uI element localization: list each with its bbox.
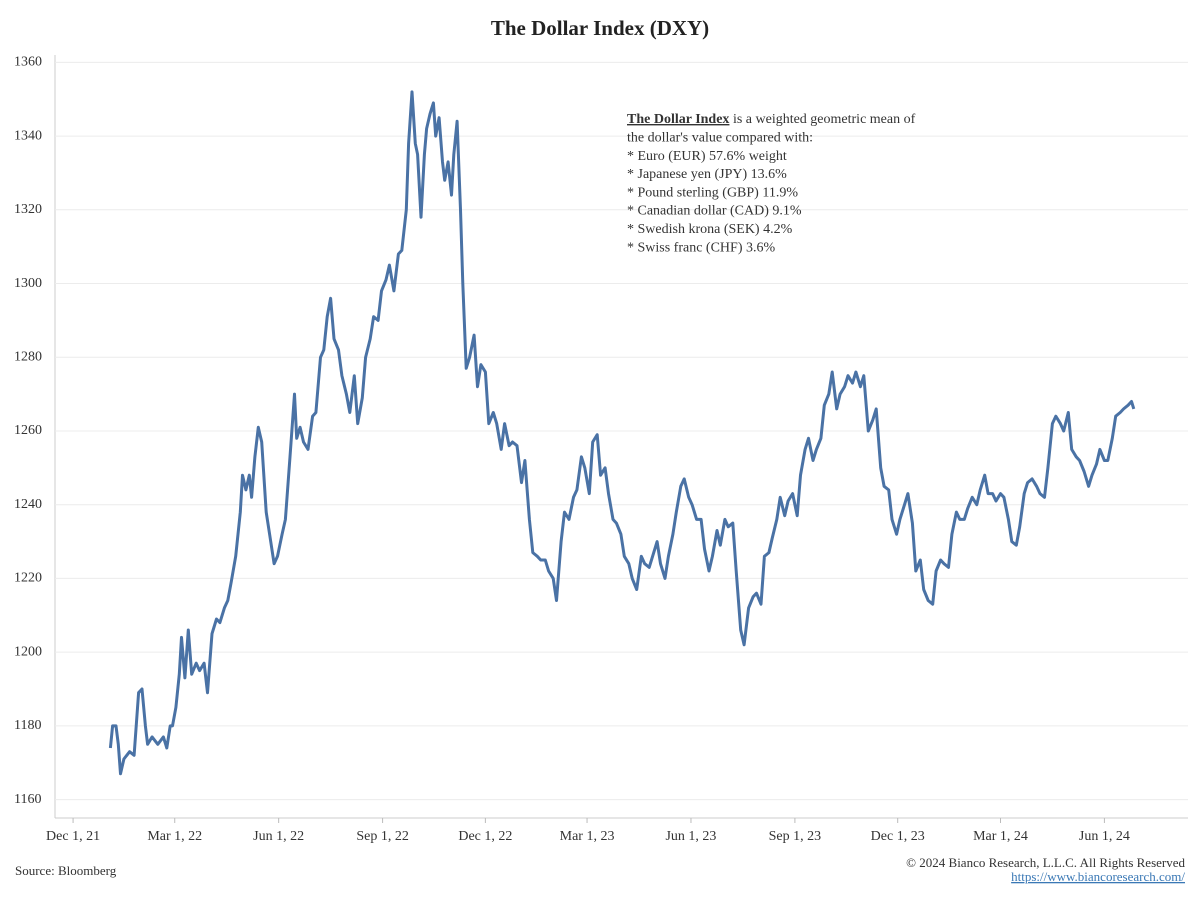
x-tick-label: Jun 1, 24 <box>1079 829 1130 844</box>
y-tick-label: 1160 <box>14 792 41 807</box>
annotation-line: * Swedish krona (SEK) 4.2% <box>627 222 793 237</box>
y-tick-label: 1280 <box>14 349 42 364</box>
y-tick-label: 1240 <box>14 497 42 512</box>
url-link[interactable]: https://www.biancoresearch.com/ <box>1011 869 1185 884</box>
y-tick-label: 1300 <box>14 276 42 291</box>
annotation-line: the dollar's value compared with: <box>627 131 813 146</box>
x-tick-label: Mar 1, 22 <box>147 829 202 844</box>
chart-title: The Dollar Index (DXY) <box>491 16 709 40</box>
annotation-line: * Canadian dollar (CAD) 9.1% <box>627 204 802 219</box>
x-tick-label: Mar 1, 24 <box>973 829 1028 844</box>
y-tick-label: 1200 <box>14 644 42 659</box>
annotation-line: * Swiss franc (CHF) 3.6% <box>627 240 775 255</box>
y-tick-label: 1260 <box>14 423 42 438</box>
x-tick-label: Dec 1, 23 <box>871 829 925 844</box>
x-tick-label: Dec 1, 22 <box>458 829 512 844</box>
x-tick-label: Jun 1, 22 <box>253 829 304 844</box>
copyright: © 2024 Bianco Research, L.L.C. All Right… <box>906 855 1185 870</box>
data-line <box>108 90 1136 776</box>
annotation-title: The Dollar Index <box>627 112 729 127</box>
source: Source: Bloomberg <box>15 863 117 878</box>
annotation-line: * Euro (EUR) 57.6% weight <box>627 149 787 164</box>
x-tick-label: Sep 1, 23 <box>769 829 822 844</box>
annotation-text: is a weighted geometric mean of <box>729 112 915 127</box>
x-tick-label: Sep 1, 22 <box>356 829 409 844</box>
y-tick-label: 1340 <box>14 128 42 143</box>
annotation-line: The Dollar Index is a weighted geometric… <box>627 112 916 127</box>
annotation-line: * Pound sterling (GBP) 11.9% <box>627 185 798 200</box>
x-tick-label: Dec 1, 21 <box>46 829 100 844</box>
y-tick-label: 1320 <box>14 202 42 217</box>
annotation-line: * Japanese yen (JPY) 13.6% <box>627 167 787 182</box>
x-tick-label: Mar 1, 23 <box>560 829 615 844</box>
y-tick-label: 1220 <box>14 571 42 586</box>
y-tick-label: 1180 <box>14 718 41 733</box>
x-tick-label: Jun 1, 23 <box>665 829 716 844</box>
y-tick-label: 1360 <box>14 55 42 70</box>
